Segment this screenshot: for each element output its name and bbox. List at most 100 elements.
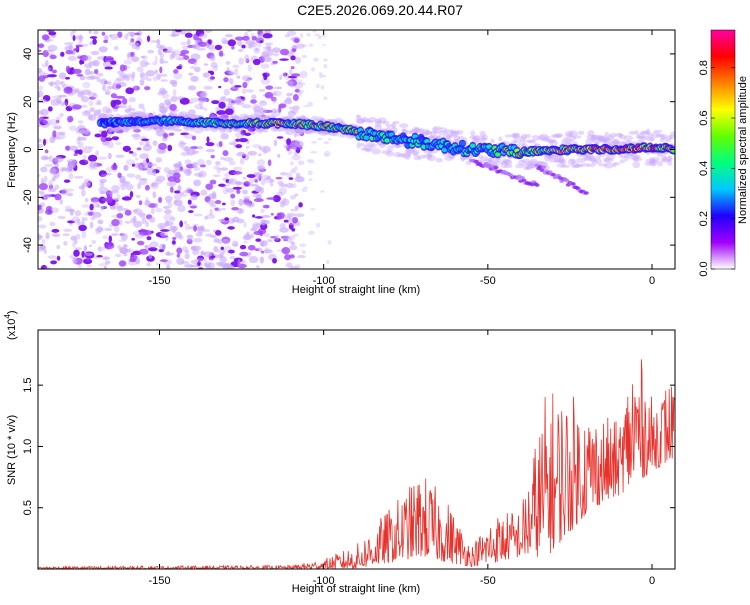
- noise-blob: [102, 106, 111, 114]
- y-tick-label: 0: [22, 146, 34, 152]
- noise-blob: [203, 63, 209, 66]
- ridge-halo: [422, 154, 433, 158]
- noise-blob: [158, 142, 167, 150]
- noise-blob: [263, 249, 273, 254]
- noise-blob: [72, 68, 82, 74]
- branch-blob: [583, 191, 589, 195]
- noise-blob: [271, 53, 280, 56]
- noise-blob: [184, 249, 190, 254]
- ridge-halo: [613, 138, 620, 145]
- noise-blob: [282, 72, 287, 78]
- noise-blob: [70, 30, 75, 37]
- noise-blob: [83, 109, 92, 115]
- noise-blob: [184, 223, 191, 231]
- noise-blob: [308, 43, 313, 47]
- noise-blob: [137, 182, 142, 190]
- ridge-halo: [487, 157, 498, 163]
- ridge-halo: [635, 154, 641, 160]
- noise-blob: [66, 159, 77, 164]
- noise-blob: [180, 41, 188, 46]
- snr-multiplier-exp: 4: [3, 314, 12, 319]
- noise-blob: [313, 57, 319, 62]
- ridge-halo: [189, 114, 197, 119]
- noise-blob: [75, 46, 79, 51]
- noise-blob: [92, 93, 99, 99]
- noise-blob: [205, 261, 212, 269]
- ridge-halo: [584, 156, 594, 161]
- noise-blob: [166, 264, 171, 269]
- ridge-halo: [567, 158, 575, 166]
- noise-blob: [171, 81, 178, 88]
- noise-blob: [150, 182, 159, 187]
- noise-blob: [40, 264, 48, 269]
- noise-blob: [203, 107, 208, 112]
- colorbar-label: Normalized spectral amplitude: [737, 76, 749, 224]
- ridge-halo: [478, 154, 484, 160]
- noise-blob: [220, 207, 227, 211]
- noise-blob: [258, 88, 266, 92]
- noise-blob: [218, 115, 226, 120]
- noise-blob: [260, 77, 271, 85]
- ridge-halo: [539, 133, 549, 141]
- noise-blob: [278, 103, 287, 109]
- noise-blob: [62, 233, 70, 237]
- noise-blob: [180, 142, 187, 145]
- noise-blob: [74, 247, 83, 251]
- x-tick-label: -100: [313, 575, 335, 587]
- noise-blob: [146, 262, 152, 267]
- noise-blob: [103, 265, 107, 269]
- noise-blob: [88, 162, 98, 170]
- noise-blob: [291, 167, 296, 172]
- noise-blob: [246, 174, 256, 178]
- noise-blob: [210, 154, 215, 159]
- noise-blob: [291, 73, 301, 77]
- noise-blob: [245, 40, 256, 46]
- ridge-halo: [359, 142, 366, 147]
- noise-blob: [144, 200, 151, 207]
- noise-blob: [193, 62, 197, 66]
- noise-blob: [277, 86, 283, 90]
- ridge-halo: [586, 163, 596, 168]
- ridge-halo: [427, 153, 432, 160]
- noise-blob: [38, 138, 42, 143]
- noise-blob: [216, 254, 224, 259]
- noise-blob: [38, 205, 42, 211]
- noise-blob: [183, 55, 190, 60]
- noise-blob: [169, 33, 180, 37]
- ridge-halo: [562, 137, 568, 142]
- noise-blob: [38, 143, 44, 149]
- noise-blob: [105, 167, 113, 173]
- noise-blob: [259, 256, 265, 264]
- noise-blob: [130, 51, 135, 57]
- ridge-halo: [624, 154, 629, 158]
- noise-blob: [270, 212, 274, 216]
- noise-blob: [218, 50, 224, 57]
- ridge-halo: [303, 129, 312, 135]
- noise-blob: [294, 193, 299, 197]
- ridge-halo: [597, 163, 608, 167]
- ridge-halo: [270, 127, 277, 132]
- noise-blob: [238, 138, 248, 143]
- noise-blob: [99, 191, 106, 195]
- noise-blob: [79, 60, 85, 65]
- ridge-halo: [479, 130, 486, 138]
- noise-blob: [219, 130, 226, 134]
- ridge-halo: [413, 128, 422, 134]
- noise-blob: [218, 85, 222, 89]
- x-tick-label: -50: [480, 575, 496, 587]
- noise-blob: [97, 225, 103, 233]
- noise-blob: [96, 76, 101, 83]
- noise-blob: [220, 133, 229, 140]
- noise-blob: [155, 175, 166, 182]
- noise-blob: [155, 166, 162, 171]
- noise-blob: [256, 265, 260, 268]
- noise-blob: [65, 76, 70, 80]
- ridge-halo: [340, 120, 346, 126]
- noise-blob: [207, 262, 216, 269]
- ridge-halo: [498, 136, 503, 142]
- noise-blob: [63, 240, 68, 246]
- noise-blob: [191, 245, 202, 251]
- noise-blob: [203, 262, 208, 267]
- noise-blob: [86, 264, 93, 268]
- ridge-halo: [374, 120, 382, 127]
